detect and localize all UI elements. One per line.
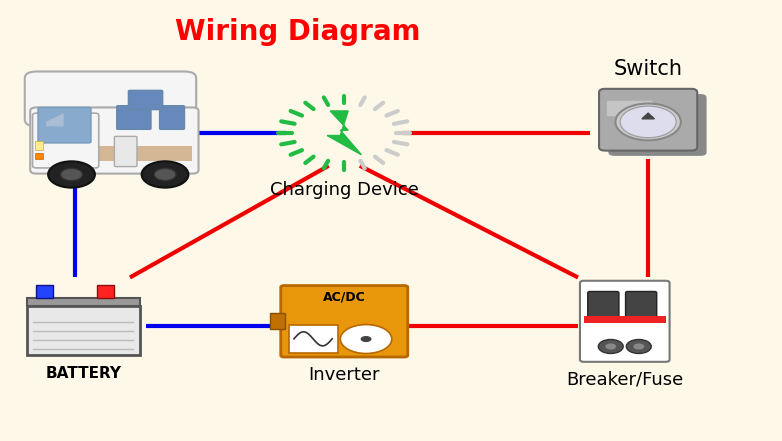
- FancyBboxPatch shape: [128, 90, 163, 110]
- FancyBboxPatch shape: [114, 136, 137, 167]
- Circle shape: [48, 161, 95, 187]
- FancyBboxPatch shape: [117, 106, 151, 129]
- Circle shape: [620, 106, 676, 138]
- Text: BATTERY: BATTERY: [45, 366, 121, 381]
- FancyBboxPatch shape: [30, 108, 199, 174]
- FancyBboxPatch shape: [626, 292, 657, 321]
- FancyBboxPatch shape: [38, 108, 91, 143]
- Bar: [36, 285, 53, 298]
- Text: Breaker/Fuse: Breaker/Fuse: [566, 370, 683, 389]
- Circle shape: [598, 340, 623, 354]
- Circle shape: [361, 336, 371, 342]
- Circle shape: [340, 325, 392, 354]
- FancyBboxPatch shape: [281, 286, 407, 357]
- Circle shape: [633, 344, 644, 350]
- Circle shape: [605, 344, 616, 350]
- FancyBboxPatch shape: [27, 306, 140, 355]
- Text: Charging Device: Charging Device: [270, 181, 418, 199]
- Bar: [35, 141, 43, 150]
- Bar: [27, 298, 140, 306]
- Bar: [35, 153, 43, 159]
- FancyBboxPatch shape: [599, 89, 698, 151]
- Text: Wiring Diagram: Wiring Diagram: [174, 18, 420, 46]
- FancyBboxPatch shape: [25, 71, 196, 126]
- FancyBboxPatch shape: [160, 106, 185, 129]
- Circle shape: [615, 104, 681, 140]
- Circle shape: [154, 168, 176, 181]
- Bar: [289, 325, 338, 353]
- Circle shape: [61, 168, 82, 181]
- Text: AC/DC: AC/DC: [323, 291, 366, 303]
- Polygon shape: [642, 113, 655, 119]
- Polygon shape: [46, 113, 63, 126]
- Bar: [37, 146, 192, 161]
- Text: Inverter: Inverter: [308, 366, 380, 384]
- Text: Switch: Switch: [614, 59, 683, 79]
- Circle shape: [626, 340, 651, 354]
- Circle shape: [142, 161, 188, 187]
- Polygon shape: [327, 111, 361, 155]
- FancyBboxPatch shape: [608, 94, 707, 156]
- Bar: [584, 316, 665, 324]
- FancyBboxPatch shape: [607, 101, 653, 116]
- FancyBboxPatch shape: [580, 281, 669, 362]
- FancyBboxPatch shape: [33, 113, 99, 168]
- Bar: [270, 314, 285, 329]
- Bar: [97, 285, 114, 298]
- FancyBboxPatch shape: [588, 292, 619, 321]
